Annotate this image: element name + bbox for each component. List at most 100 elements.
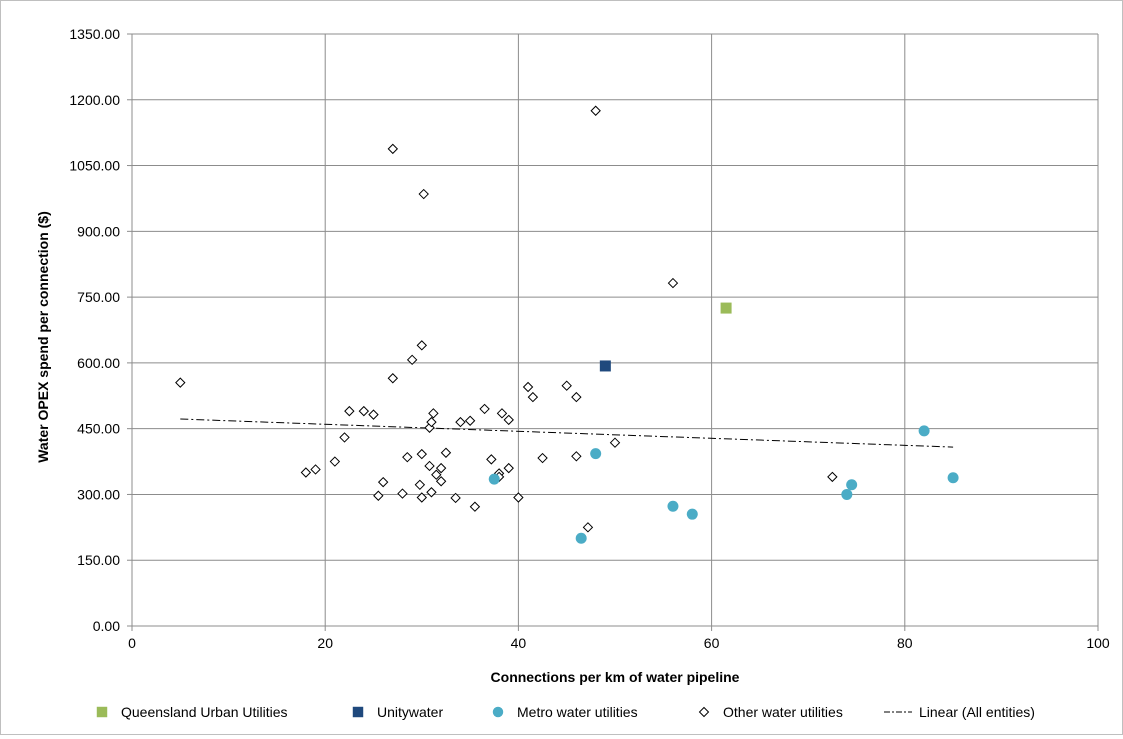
data-point — [947, 472, 959, 484]
data-point — [582, 522, 594, 533]
data-points — [175, 105, 959, 544]
legend-diamond-icon — [698, 706, 710, 718]
y-tick-label: 0.00 — [93, 618, 120, 634]
data-point — [440, 447, 452, 458]
data-point — [416, 448, 428, 460]
legend-label: Other water utilities — [723, 704, 843, 720]
data-point — [469, 501, 481, 512]
data-point — [344, 405, 355, 417]
data-point — [496, 408, 508, 419]
data-point — [488, 473, 500, 485]
series-metro-water-utilities — [488, 425, 959, 544]
series-queensland-urban-utilities — [720, 302, 732, 314]
data-point — [402, 451, 413, 463]
data-point — [479, 403, 490, 415]
data-point — [435, 462, 447, 474]
legend-square-icon — [352, 706, 364, 718]
trendline-layer — [180, 418, 954, 448]
y-tick-label: 1050.00 — [69, 158, 120, 174]
y-tick-label: 600.00 — [77, 355, 120, 371]
data-point — [571, 391, 582, 403]
legend-item: Queensland Urban Utilities — [96, 704, 288, 720]
legend-item: Metro water utilities — [492, 704, 638, 720]
x-tick-labels: 0 20 40 60 80 100 — [128, 635, 1110, 651]
data-point — [720, 302, 732, 314]
y-axis-title: Water OPEX spend per connection ($) — [35, 211, 51, 463]
data-point — [513, 492, 524, 503]
data-point — [522, 381, 534, 393]
data-point — [609, 437, 621, 448]
legend-label: Queensland Urban Utilities — [121, 704, 288, 720]
legend: Queensland Urban Utilities Unitywater Metr… — [96, 704, 1035, 720]
data-point — [426, 487, 437, 498]
y-tick-label: 750.00 — [77, 289, 120, 305]
data-point — [827, 471, 838, 483]
data-point — [841, 488, 853, 500]
data-point — [599, 360, 611, 372]
legend-item: Unitywater — [352, 704, 443, 720]
legend-label: Unitywater — [377, 704, 443, 720]
x-tick-label: 40 — [511, 635, 527, 651]
data-point — [397, 488, 408, 499]
y-tick-label: 900.00 — [77, 223, 120, 239]
data-point — [431, 469, 442, 480]
y-tick-labels: 0.00 150.00 300.00 450.00 600.00 750.00 900.00… — [69, 26, 120, 634]
data-point — [416, 492, 428, 503]
data-point — [414, 479, 426, 491]
legend-item: Linear (All entities) — [884, 704, 1035, 720]
data-point — [918, 425, 930, 437]
data-point — [418, 188, 429, 200]
data-point — [590, 105, 601, 116]
data-point — [846, 479, 858, 491]
data-point — [575, 532, 587, 544]
data-point — [358, 405, 370, 417]
data-point — [339, 432, 350, 443]
x-tick-label: 60 — [704, 635, 720, 651]
x-tick-label: 20 — [317, 635, 333, 651]
data-point — [486, 454, 497, 465]
x-axis-title: Connections per km of water pipeline — [491, 669, 740, 685]
data-point — [416, 340, 428, 351]
data-point — [537, 452, 548, 464]
data-point — [377, 476, 389, 488]
data-point — [503, 414, 514, 426]
legend-item: Other water utilities — [698, 704, 843, 720]
data-point — [387, 373, 399, 384]
data-point — [561, 380, 572, 391]
data-point — [667, 500, 679, 512]
legend-label: Linear (All entities) — [919, 704, 1035, 720]
data-point — [527, 391, 539, 403]
legend-square-icon — [96, 706, 108, 718]
legend-circle-icon — [492, 706, 504, 718]
data-point — [387, 143, 399, 155]
x-tick-label: 0 — [128, 635, 136, 651]
data-point — [373, 490, 384, 501]
data-point — [503, 462, 514, 474]
data-point — [571, 451, 582, 462]
axes — [127, 33, 1099, 631]
data-point — [667, 277, 679, 289]
data-point — [329, 456, 341, 467]
data-point — [455, 416, 466, 428]
data-point — [464, 415, 476, 426]
data-point — [310, 464, 321, 475]
data-point — [428, 408, 439, 419]
data-point — [686, 508, 698, 520]
data-point — [450, 492, 461, 504]
data-point — [368, 409, 379, 420]
trendline — [180, 418, 954, 448]
x-tick-label: 100 — [1086, 635, 1110, 651]
data-point — [435, 476, 447, 487]
data-point — [426, 416, 437, 428]
gridlines — [132, 33, 1099, 626]
data-point — [300, 467, 312, 478]
data-point — [590, 448, 602, 460]
data-point — [424, 460, 435, 472]
series-unitywater — [599, 360, 611, 372]
legend-label: Metro water utilities — [517, 704, 638, 720]
data-point — [406, 354, 418, 366]
y-tick-label: 150.00 — [77, 552, 120, 568]
y-tick-label: 1350.00 — [69, 26, 120, 42]
